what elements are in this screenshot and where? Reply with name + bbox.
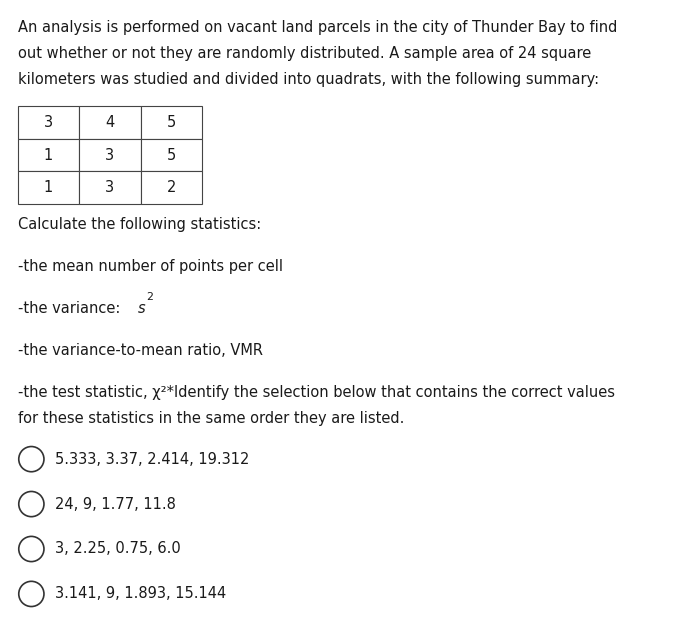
Text: out whether or not they are randomly distributed. A sample area of 24 square: out whether or not they are randomly dis… (18, 46, 591, 61)
Text: -the variance:: -the variance: (18, 301, 125, 316)
Text: 5: 5 (167, 115, 176, 130)
Text: -the test statistic, χ²*Identify the selection below that contains the correct v: -the test statistic, χ²*Identify the sel… (18, 384, 615, 399)
Text: 1: 1 (43, 148, 53, 163)
Text: 2: 2 (167, 180, 176, 195)
Bar (141, 107, 202, 139)
Bar (141, 139, 202, 172)
Bar (18, 107, 79, 139)
Text: 3, 2.25, 0.75, 6.0: 3, 2.25, 0.75, 6.0 (55, 542, 181, 557)
Bar (79, 172, 141, 204)
Bar (18, 139, 79, 172)
Text: 3: 3 (105, 148, 115, 163)
Text: -the mean number of points per cell: -the mean number of points per cell (18, 259, 283, 274)
Text: 24, 9, 1.77, 11.8: 24, 9, 1.77, 11.8 (55, 497, 176, 512)
Text: 4: 4 (105, 115, 115, 130)
Text: 5: 5 (167, 148, 176, 163)
Text: 3: 3 (105, 180, 115, 195)
Text: kilometers was studied and divided into quadrats, with the following summary:: kilometers was studied and divided into … (18, 72, 598, 87)
Text: -the variance-to-mean ratio, VMR: -the variance-to-mean ratio, VMR (18, 343, 262, 358)
Text: 2: 2 (146, 292, 153, 302)
Text: 5.333, 3.37, 2.414, 19.312: 5.333, 3.37, 2.414, 19.312 (55, 452, 250, 467)
Text: 3: 3 (43, 115, 53, 130)
Text: 3.141, 9, 1.893, 15.144: 3.141, 9, 1.893, 15.144 (55, 587, 227, 602)
Bar (79, 139, 141, 172)
Bar (18, 172, 79, 204)
Text: for these statistics in the same order they are listed.: for these statistics in the same order t… (18, 411, 404, 426)
Text: 1: 1 (43, 180, 53, 195)
Text: s: s (138, 301, 146, 316)
Text: An analysis is performed on vacant land parcels in the city of Thunder Bay to fi: An analysis is performed on vacant land … (18, 20, 617, 35)
Bar (141, 172, 202, 204)
Bar (79, 107, 141, 139)
Text: Calculate the following statistics:: Calculate the following statistics: (18, 217, 260, 232)
